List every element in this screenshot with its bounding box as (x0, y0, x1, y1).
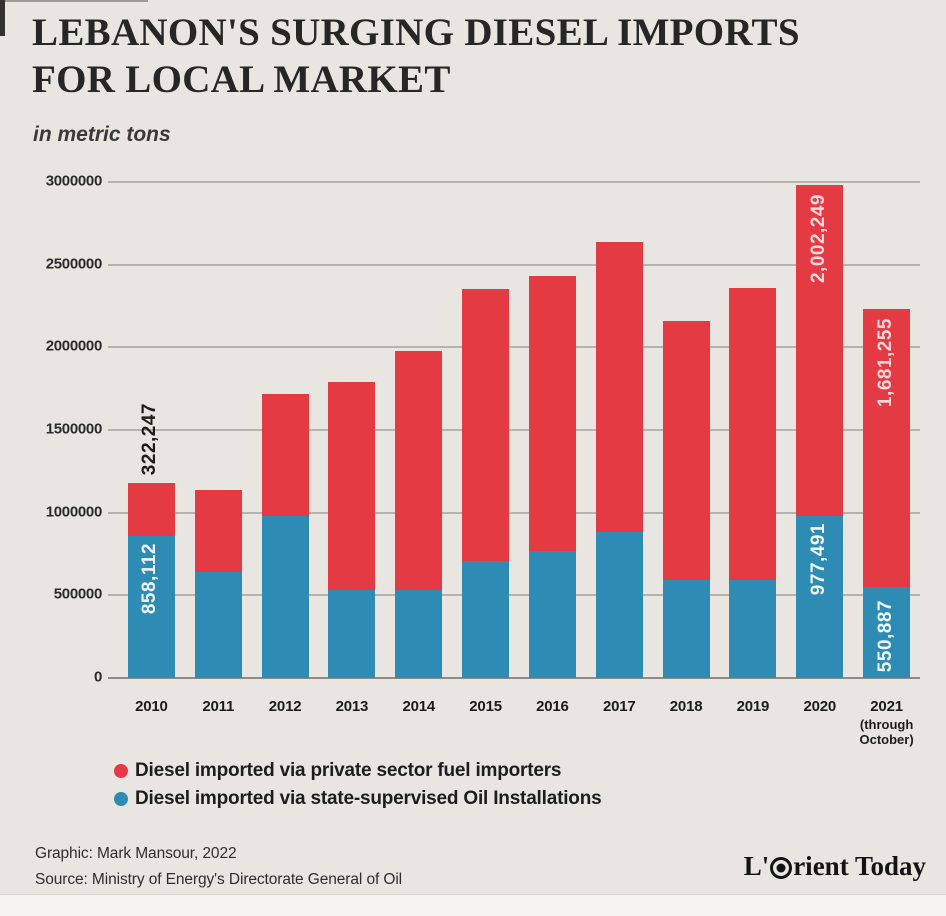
bar-segment-2020-private (796, 185, 844, 517)
x-axis-label-2012: 2012 (252, 698, 319, 715)
bar-segment-2020-state (796, 516, 844, 678)
x-axis-year-2014: 2014 (402, 698, 436, 715)
bar-segment-2010-private (127, 482, 175, 537)
y-axis-label-2000000: 2000000 (45, 337, 103, 355)
legend-label-private-sector: Diesel imported via private sector fuel … (135, 760, 562, 781)
bar-segment-2010-state (127, 536, 175, 678)
page-title: LEBANON'S SURGING DIESEL IMPORTS FOR LOC… (32, 10, 800, 104)
grid-line-3000000 (108, 181, 920, 183)
page-title-line-1: LEBANON'S SURGING DIESEL IMPORTS (32, 11, 800, 54)
x-axis-year-2015: 2015 (469, 698, 502, 715)
x-axis-label-2020: 2020 (786, 698, 853, 715)
x-axis-label-2016: 2016 (519, 698, 586, 715)
legend-label-state-supervised: Diesel imported via state-supervised Oil… (135, 788, 602, 809)
x-axis-year-2017: 2017 (602, 698, 636, 715)
legend-swatch-private-sector (114, 764, 128, 778)
logo-o-icon (770, 856, 793, 879)
logo-text-prefix: L' (743, 851, 770, 881)
x-axis-label-2011: 2011 (185, 698, 252, 715)
bar-segment-2014-private (395, 350, 443, 590)
bottom-margin-band (0, 895, 946, 916)
x-axis-year-2010: 2010 (135, 698, 168, 715)
x-axis-year-2013: 2013 (335, 698, 369, 715)
x-axis-year-2011: 2011 (202, 698, 235, 715)
bar-value-label-2020-state: 977,491 (807, 523, 829, 596)
grid-line-2500000 (108, 263, 920, 266)
bar-segment-2011-state (194, 572, 242, 678)
bar-value-label-2010-state: 858,112 (139, 543, 161, 615)
graphic-credit: Graphic: Mark Mansour, 2022 (35, 845, 237, 862)
publisher-logo: L' rient Today (744, 851, 926, 882)
y-axis-label-1000000: 1000000 (45, 503, 103, 521)
bar-segment-2021-private (863, 308, 911, 587)
chart-units-label: in metric tons (33, 123, 171, 146)
x-axis-label-2013: 2013 (319, 698, 386, 715)
bar-segment-2012-state (261, 515, 309, 678)
bar-segment-2019-state (729, 579, 777, 678)
legend-item-private-sector: Diesel imported via private sector fuel … (114, 760, 601, 782)
bar-segment-2013-private (328, 382, 376, 591)
y-axis-label-0: 0 (93, 668, 102, 686)
bar-segment-2015-private (462, 289, 510, 562)
bar-value-label-2020-private: 2,002,249 (807, 194, 829, 284)
scan-artifact-top-edge (0, 0, 148, 2)
x-axis-year-2019: 2019 (736, 698, 770, 715)
bar-segment-2018-state (662, 580, 710, 678)
bar-segment-2017-private (595, 241, 643, 532)
x-axis-label-2018: 2018 (653, 698, 720, 715)
grid-line-2000000 (108, 346, 920, 349)
grid-line-1000000 (108, 511, 920, 514)
x-axis-year-2012: 2012 (268, 698, 302, 715)
y-axis-label-500000: 500000 (53, 585, 103, 603)
stacked-bar-chart: 3000000 2500000 2000000 1500000 1000000 50000… (46, 173, 920, 746)
page-title-line-2: FOR LOCAL MARKET (32, 57, 451, 101)
y-axis-label-1500000: 1500000 (45, 420, 103, 438)
y-axis-label-2500000: 2500000 (45, 255, 103, 273)
x-axis-year-2016: 2016 (536, 698, 569, 715)
bar-segment-2014-state (395, 589, 443, 678)
bar-segment-2013-state (328, 590, 376, 678)
x-axis-year-2020: 2020 (803, 698, 837, 715)
bar-segment-2017-state (595, 531, 643, 678)
legend-swatch-state-supervised (114, 792, 128, 806)
x-axis-label-2015: 2015 (452, 698, 519, 715)
bar-segment-2016-state (528, 550, 576, 678)
x-axis-label-2014: 2014 (385, 698, 452, 715)
bar-value-label-2021-state: 550,887 (874, 599, 896, 672)
chart-legend: Diesel imported via private sector fuel … (114, 760, 602, 816)
bar-value-label-2021-private: 1,681,255 (874, 317, 896, 407)
y-axis-label-3000000: 3000000 (45, 172, 103, 190)
logo-text-suffix: rient Today (793, 851, 926, 881)
x-axis-label-2017: 2017 (586, 698, 653, 715)
scan-artifact-left-edge (0, 0, 5, 36)
bar-segment-2018-private (662, 320, 710, 581)
x-axis-label-2010: 2010 (118, 698, 185, 715)
x-axis-year-2018: 2018 (669, 698, 703, 715)
grid-line-0 (108, 677, 920, 679)
bar-segment-2021-state (863, 586, 911, 678)
bar-segment-2015-state (462, 561, 510, 678)
grid-line-1500000 (108, 429, 920, 431)
bar-value-label-2010-private: 322,247 (139, 402, 161, 475)
legend-item-state-supervised: Diesel imported via state-supervised Oil… (114, 788, 602, 810)
grid-line-500000 (108, 594, 920, 597)
bar-segment-2012-private (261, 393, 309, 516)
bar-segment-2016-private (528, 276, 576, 551)
x-axis-label-2021: 2021 (through October) (853, 698, 920, 747)
bar-segment-2011-private (194, 489, 242, 573)
bar-segment-2019-private (729, 287, 777, 580)
x-axis-label-2019: 2019 (720, 698, 787, 715)
x-axis-note-2021: (through October) (859, 717, 914, 747)
data-source: Source: Ministry of Energy's Directorate… (35, 871, 403, 888)
x-axis-year-2021: 2021 (870, 698, 903, 715)
